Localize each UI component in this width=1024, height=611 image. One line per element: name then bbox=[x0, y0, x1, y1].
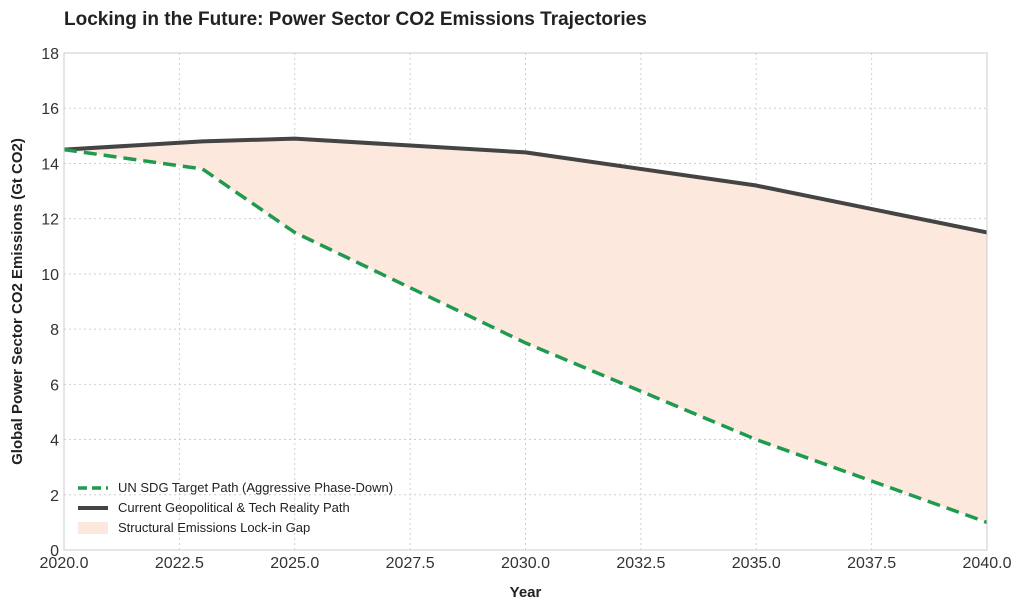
x-tick-label: 2037.5 bbox=[847, 555, 896, 572]
legend: UN SDG Target Path (Aggressive Phase-Dow… bbox=[78, 480, 393, 535]
y-tick-label: 14 bbox=[41, 156, 59, 173]
y-tick-labels: 0 2 4 6 8 10 12 14 16 18 bbox=[41, 46, 59, 560]
x-tick-label: 2022.5 bbox=[155, 555, 204, 572]
series-lines bbox=[63, 136, 988, 525]
gap-fill-area bbox=[64, 138, 987, 523]
y-tick-label: 12 bbox=[41, 212, 59, 229]
x-tick-labels: 2020.0 2022.5 2025.0 2027.5 2030.0 2032.5 2035… bbox=[40, 555, 1012, 572]
x-tick-label: 2040.0 bbox=[963, 555, 1012, 572]
y-tick-label: 18 bbox=[41, 46, 59, 63]
x-tick-label: 2027.5 bbox=[386, 555, 435, 572]
y-tick-label: 16 bbox=[41, 101, 59, 118]
x-axis-label: Year bbox=[510, 584, 542, 601]
y-tick-label: 2 bbox=[50, 488, 59, 505]
x-tick-label: 2032.5 bbox=[616, 555, 665, 572]
plot-frame bbox=[63, 52, 988, 551]
y-axis-label: Global Power Sector CO2 Emissions (Gt CO… bbox=[9, 138, 26, 465]
legend-label-gap: Structural Emissions Lock-in Gap bbox=[118, 520, 310, 535]
y-tick-label: 6 bbox=[50, 377, 59, 394]
x-tick-label: 2030.0 bbox=[501, 555, 550, 572]
x-tick-label: 2020.0 bbox=[40, 555, 89, 572]
x-tick-label: 2035.0 bbox=[732, 555, 781, 572]
y-tick-label: 4 bbox=[50, 433, 59, 450]
reality-path-line bbox=[63, 136, 988, 235]
y-tick-label: 10 bbox=[41, 267, 59, 284]
legend-label-reality-path: Current Geopolitical & Tech Reality Path bbox=[118, 500, 350, 515]
legend-label-target-path: UN SDG Target Path (Aggressive Phase-Dow… bbox=[118, 480, 393, 495]
lock-in-gap-area bbox=[64, 138, 987, 523]
y-tick-label: 0 bbox=[50, 543, 59, 560]
x-tick-label: 2025.0 bbox=[270, 555, 319, 572]
y-tick-label: 8 bbox=[50, 322, 59, 339]
chart-title: Locking in the Future: Power Sector CO2 … bbox=[64, 9, 647, 30]
legend-swatch-gap bbox=[78, 522, 108, 534]
